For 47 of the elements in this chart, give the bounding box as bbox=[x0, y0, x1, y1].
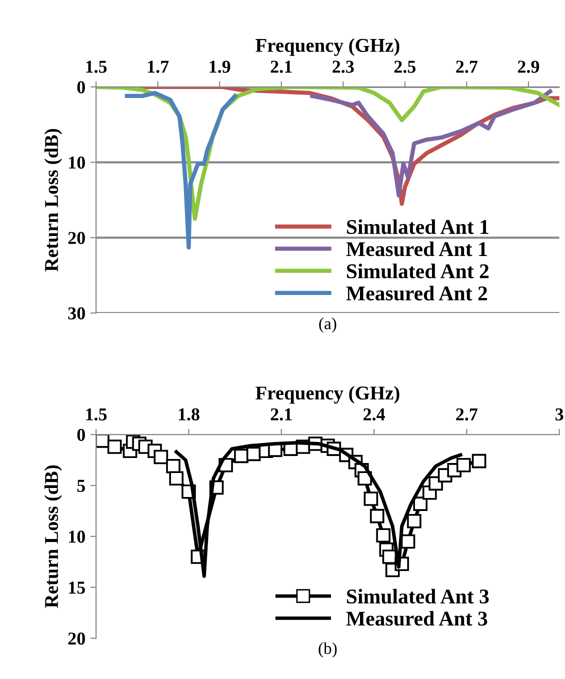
x-tick-label: 2.7 bbox=[456, 408, 478, 421]
point bbox=[370, 508, 384, 524]
text: (a) bbox=[319, 318, 336, 333]
x-tick-label: 2.1 bbox=[270, 408, 292, 421]
text: (b) bbox=[318, 642, 337, 658]
point bbox=[364, 492, 378, 506]
legend-label: Measured Ant 1 bbox=[346, 242, 487, 256]
point bbox=[376, 528, 390, 543]
x-tick-label: 1.9 bbox=[210, 60, 230, 73]
y-tick-label: 15 bbox=[69, 582, 85, 594]
y-tick-label: 0 bbox=[77, 81, 85, 94]
point bbox=[166, 458, 180, 474]
y-tick-label: 0 bbox=[77, 428, 85, 441]
y-axis-title: Return Loss (dB) bbox=[44, 128, 62, 272]
y-axis-title: Return Loss (dB) bbox=[44, 465, 62, 608]
point bbox=[456, 458, 471, 472]
y-tick-label: 10 bbox=[69, 156, 85, 169]
x-tick-label: 1.8 bbox=[178, 408, 200, 421]
x-tick-label: 1.5 bbox=[86, 60, 107, 73]
legend-label: Simulated Ant 1 bbox=[347, 219, 488, 234]
legend-label: Simulated Ant 3 bbox=[347, 588, 489, 604]
point bbox=[107, 440, 122, 454]
line-series bbox=[124, 90, 238, 250]
y-tick-label: 30 bbox=[68, 307, 85, 320]
point bbox=[472, 454, 486, 468]
x-tick-label: 2.5 bbox=[394, 60, 416, 73]
x-tick-label: 2.1 bbox=[270, 60, 292, 73]
point bbox=[407, 514, 422, 528]
legend-label: Simulated Ant 2 bbox=[347, 264, 489, 278]
x-tick-label: 3 bbox=[556, 408, 564, 420]
y-tick-label: 5 bbox=[77, 480, 85, 492]
y-tick-label: 20 bbox=[68, 232, 85, 244]
point bbox=[154, 450, 168, 464]
x-tick-label: 1.5 bbox=[86, 408, 107, 421]
x-tick-label: 2.3 bbox=[332, 60, 354, 73]
point bbox=[169, 471, 184, 486]
legend-label: Measured Ant 2 bbox=[346, 286, 487, 301]
x-axis-title: Frequency (GHz) bbox=[256, 386, 400, 404]
x-tick-label: 2.7 bbox=[456, 60, 478, 73]
x-tick-label: 2.9 bbox=[518, 60, 540, 73]
legend-label: Measured Ant 3 bbox=[346, 611, 488, 626]
y-tick-label: 10 bbox=[69, 530, 85, 543]
x-axis-title: Frequency (GHz) bbox=[256, 38, 400, 56]
line-series bbox=[310, 89, 552, 198]
x-tick-label: 2.4 bbox=[364, 408, 385, 421]
y-tick-label: 20 bbox=[68, 632, 85, 645]
x-tick-label: 1.7 bbox=[148, 60, 169, 73]
